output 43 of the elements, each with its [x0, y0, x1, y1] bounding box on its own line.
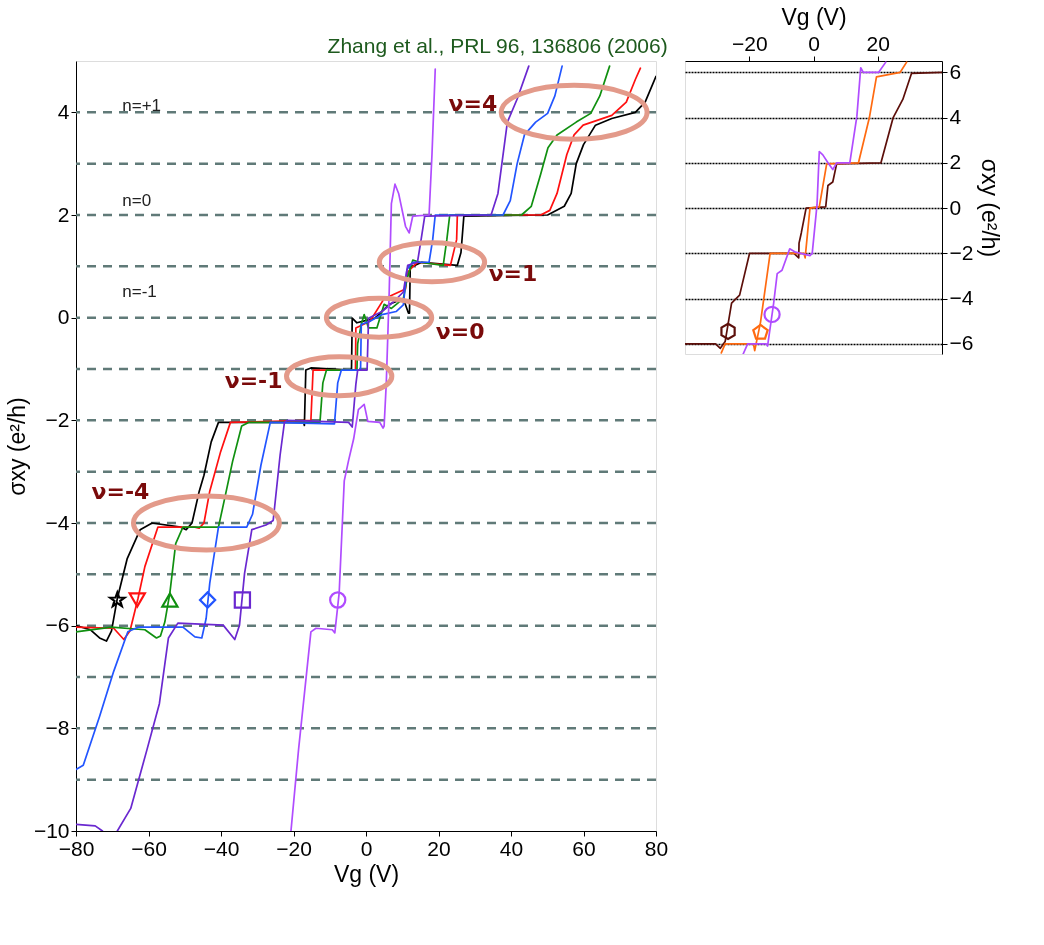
y-axis-title: σxy (e²/h) [977, 158, 1004, 258]
y-tick-label: −6 [949, 331, 974, 355]
y-tick-label: −6 [45, 613, 70, 637]
chart-title: Zhang et al., PRL 96, 136806 (2006) [327, 34, 668, 57]
annotation: ν=-4 [91, 478, 150, 504]
x-tick-label: 20 [427, 836, 451, 860]
y-tick-label: 2 [57, 202, 70, 226]
annotation: ν=0 [435, 319, 485, 345]
y-tick-label: −4 [949, 286, 974, 310]
y-axis-title: σxy (e²/h) [3, 397, 30, 496]
x-tick-label: 0 [360, 836, 373, 860]
y-tick-label: −4 [45, 510, 70, 534]
x-tick-label: −40 [203, 836, 240, 860]
line-series [742, 61, 887, 354]
y-tick-label: −2 [45, 407, 70, 431]
y-tick-label: 2 [949, 150, 962, 174]
annotation: ν=1 [488, 261, 538, 286]
y-tick-label: 4 [949, 105, 962, 129]
y-tick-label: −2 [949, 240, 974, 264]
x-tick-label: 0 [808, 31, 820, 55]
x-tick-label: −20 [731, 31, 768, 55]
y-tick-label: 0 [57, 305, 70, 329]
annotation: n=0 [122, 191, 152, 211]
x-axis-title: Vg (V) [333, 860, 400, 887]
annotation: ν=4 [448, 91, 498, 117]
line-series [290, 68, 437, 831]
y-tick-label: 0 [949, 195, 962, 219]
line-series [685, 71, 942, 350]
x-tick-label: −20 [276, 836, 312, 860]
line-series [720, 61, 908, 354]
x-tick-label: 60 [572, 836, 596, 860]
y-tick-label: −8 [45, 715, 70, 739]
x-axis-title: Vg (V) [781, 3, 847, 30]
annotation: n=+1 [122, 96, 162, 116]
y-tick-label: −10 [33, 818, 70, 842]
x-tick-label: −60 [131, 836, 167, 860]
annotation: ν=-1 [224, 368, 283, 394]
y-tick-label: 6 [949, 59, 962, 83]
x-tick-label: 80 [644, 836, 669, 860]
y-tick-label: 4 [57, 99, 70, 123]
x-tick-label: 20 [866, 31, 890, 55]
annotation: n=-1 [122, 282, 157, 302]
x-tick-label: 40 [499, 836, 524, 860]
